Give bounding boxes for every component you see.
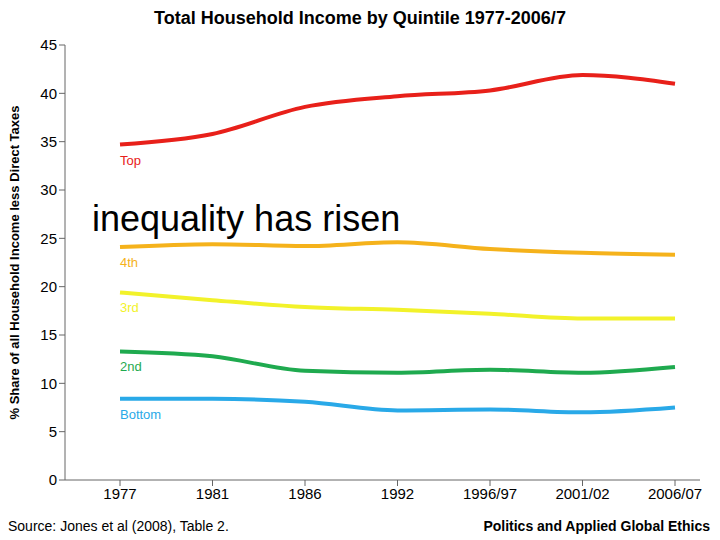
svg-text:25: 25 bbox=[40, 230, 57, 247]
svg-text:3rd: 3rd bbox=[120, 300, 139, 315]
svg-text:2001/02: 2001/02 bbox=[555, 485, 609, 502]
html-text:Total Household Income by Quin: Total Household Income by Quintile 1977-… bbox=[154, 8, 566, 28]
svg-text:1996/97: 1996/97 bbox=[463, 485, 517, 502]
svg-text:4th: 4th bbox=[120, 255, 138, 270]
html-text:Source: Jones et al (2008), Ta: Source: Jones et al (2008), Table 2. bbox=[8, 518, 229, 534]
svg-text:1986: 1986 bbox=[288, 485, 321, 502]
svg-text:Bottom: Bottom bbox=[120, 407, 161, 422]
html-text:inequality has risen: inequality has risen bbox=[92, 198, 401, 239]
svg-text:2006/07: 2006/07 bbox=[648, 485, 702, 502]
svg-text:Top: Top bbox=[120, 153, 141, 168]
svg-text:35: 35 bbox=[40, 133, 57, 150]
html-text:Politics and Applied Global Et: Politics and Applied Global Ethics bbox=[483, 518, 710, 534]
svg-text:45: 45 bbox=[40, 36, 57, 53]
svg-text:1977: 1977 bbox=[103, 485, 136, 502]
svg-text:15: 15 bbox=[40, 326, 57, 343]
svg-text:% Share of all Household Incom: % Share of all Household Income less Dir… bbox=[8, 105, 22, 419]
svg-text:40: 40 bbox=[40, 85, 57, 102]
svg-text:10: 10 bbox=[40, 375, 57, 392]
svg-text:2nd: 2nd bbox=[120, 359, 142, 374]
svg-text:0: 0 bbox=[49, 471, 57, 488]
svg-text:20: 20 bbox=[40, 278, 57, 295]
svg-text:1992: 1992 bbox=[381, 485, 414, 502]
svg-text:5: 5 bbox=[49, 423, 57, 440]
svg-text:30: 30 bbox=[40, 181, 57, 198]
svg-text:1981: 1981 bbox=[196, 485, 229, 502]
